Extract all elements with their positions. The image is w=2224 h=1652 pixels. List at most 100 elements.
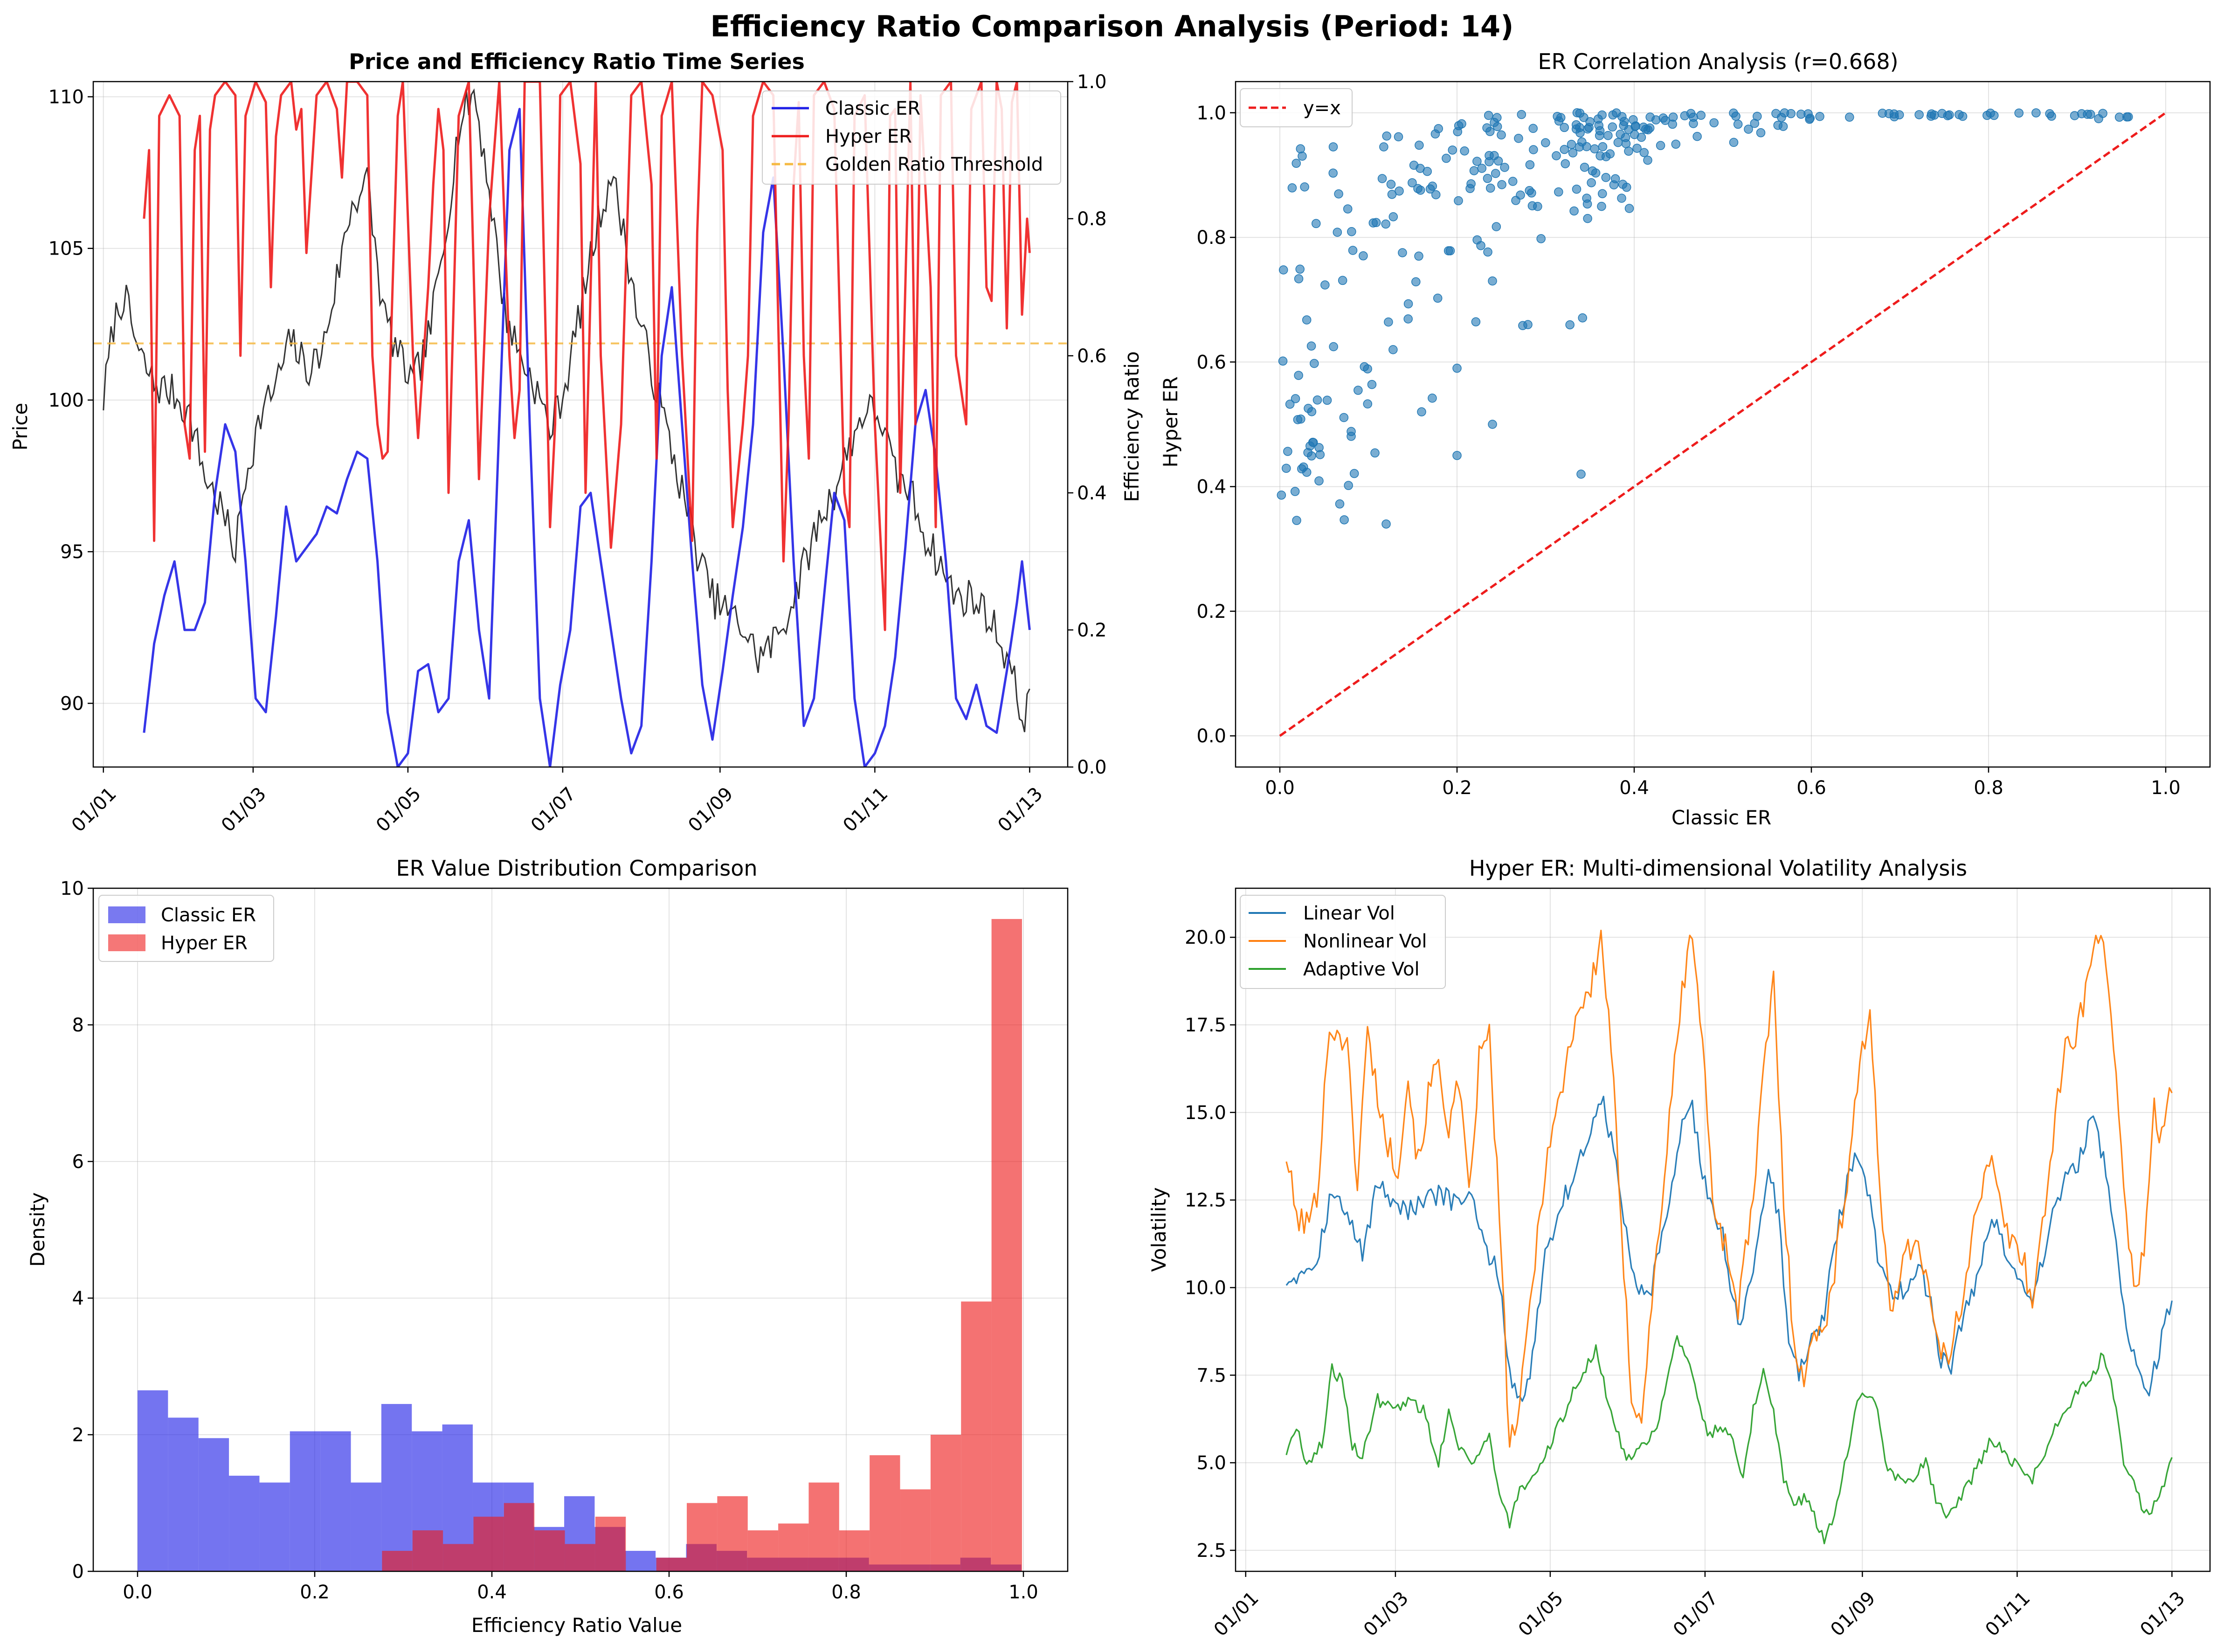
y-tick-label: 2.5 [1196, 1540, 1226, 1562]
scatter-point [1624, 204, 1634, 213]
scatter-point [1656, 141, 1665, 150]
x-tick-label: 1.0 [1008, 1582, 1038, 1603]
scatter-point [1508, 177, 1518, 186]
scatter-point [1552, 151, 1561, 160]
scatter-point [1796, 110, 1806, 119]
x-tick-label: 01/03 [217, 783, 270, 836]
scatter-point [1608, 122, 1617, 131]
y-tick-label: 7.5 [1196, 1365, 1226, 1386]
y-tick-label: 2 [72, 1424, 84, 1446]
scatter-point [1491, 169, 1500, 178]
scatter-point [1525, 160, 1535, 170]
scatter-point [1575, 123, 1584, 132]
classic-er-bar [259, 1482, 290, 1571]
scatter-point [1514, 134, 1523, 143]
classic-er-bar [168, 1417, 199, 1571]
hyper-er-axis-label: Hyper ER [1159, 376, 1182, 467]
hyper-er-bar [687, 1503, 718, 1571]
scatter-point [1692, 131, 1702, 141]
y-tick-label: 110 [48, 87, 84, 108]
scatter-point [1382, 131, 1391, 141]
scatter-point [1955, 110, 1964, 119]
scatter-point [1320, 280, 1330, 290]
scatter-point [1460, 146, 1469, 156]
scatter-point [1333, 228, 1342, 237]
scatter-point [1914, 110, 1924, 119]
y2-tick-label: 0.8 [1077, 208, 1107, 230]
hyper-er-bar [870, 1455, 900, 1571]
classic-er-bar [198, 1438, 229, 1571]
x-tick-label: 0.8 [831, 1582, 861, 1603]
scatter-point [1282, 463, 1291, 473]
scatter-point [1618, 180, 1628, 189]
scatter-point [1645, 123, 1655, 133]
scatter-point [1285, 400, 1295, 409]
x-tick-label: 01/09 [684, 783, 737, 836]
classic-er-bar [229, 1475, 260, 1571]
scatter-point [1384, 317, 1393, 327]
legend-box [1240, 895, 1446, 989]
y-tick-label: 0.6 [1196, 352, 1226, 373]
y-tick-label: 8 [72, 1015, 84, 1036]
density-axis-label: Density [26, 1192, 49, 1267]
scatter-point [1334, 189, 1343, 199]
scatter-point [1452, 451, 1462, 460]
scatter-point [1377, 174, 1387, 183]
classic-er-bar [320, 1431, 351, 1571]
y-tick-label: 100 [48, 390, 84, 411]
scatter-point [1340, 515, 1349, 525]
scatter-point [1729, 138, 1739, 147]
scatter-point [1329, 342, 1338, 352]
scatter-point [1300, 182, 1309, 192]
scatter-point [1569, 206, 1579, 216]
scatter-point [1565, 320, 1575, 330]
x-tick-label: 01/05 [1514, 1588, 1568, 1641]
scatter-point [1639, 148, 1649, 157]
scatter-point [1417, 407, 1426, 417]
scatter-point [1433, 293, 1443, 303]
volatility-legend: Linear Vol Nonlinear Vol Adaptive Vol [1240, 895, 1446, 989]
scatter-point [1671, 139, 1681, 149]
scatter-point [1560, 123, 1569, 132]
correlation-legend: y=x [1240, 88, 1353, 127]
y2-tick-label: 0.4 [1077, 483, 1107, 504]
scatter-point [1483, 247, 1492, 257]
scatter-point [2122, 112, 2132, 122]
scatter-point [1292, 516, 1301, 525]
scatter-point [1605, 149, 1615, 159]
scatter-point [1582, 142, 1591, 152]
scatter-point [1354, 386, 1363, 395]
x-tick-label: 0.4 [477, 1582, 507, 1603]
hyper-er-bar [900, 1489, 931, 1571]
scatter-point [1497, 180, 1506, 189]
x-tick-label: 01/11 [1981, 1588, 2034, 1641]
scatter-point [1894, 110, 1904, 119]
scatter-point [1609, 180, 1619, 190]
x-tick-label: 01/05 [372, 783, 425, 836]
scatter-point [1290, 487, 1300, 496]
scatter-point [1448, 145, 1457, 155]
scatter-point [1598, 142, 1608, 152]
legend-label-y-equals-x: y=x [1303, 97, 1341, 119]
scatter-point [1845, 112, 1854, 122]
volatility-axis-label: Volatility [1147, 1187, 1170, 1272]
x-tick-label: 01/13 [2136, 1588, 2189, 1641]
correlation-panel-title: ER Correlation Analysis (r=0.668) [1538, 49, 1898, 74]
scatter-point [1516, 190, 1525, 200]
scatter-point [1485, 127, 1495, 136]
y-tick-label: 0.2 [1196, 601, 1226, 622]
scatter-point [1314, 443, 1324, 452]
scatter-point [1645, 112, 1655, 122]
y-tick-label: 20.0 [1185, 927, 1226, 948]
scatter-point [1597, 110, 1607, 120]
scatter-point [1310, 359, 1319, 368]
scatter-point [2077, 109, 2086, 118]
scatter-point [1497, 130, 1506, 140]
y-tick-label: 105 [48, 238, 84, 260]
x-tick-label: 0.4 [1619, 777, 1649, 799]
x-tick-label: 01/13 [994, 783, 1047, 836]
classic-er-bar [381, 1404, 412, 1571]
scatter-point [1878, 109, 1887, 118]
scatter-point [1561, 159, 1570, 168]
legend-label-nonlinear-vol: Nonlinear Vol [1303, 931, 1427, 952]
